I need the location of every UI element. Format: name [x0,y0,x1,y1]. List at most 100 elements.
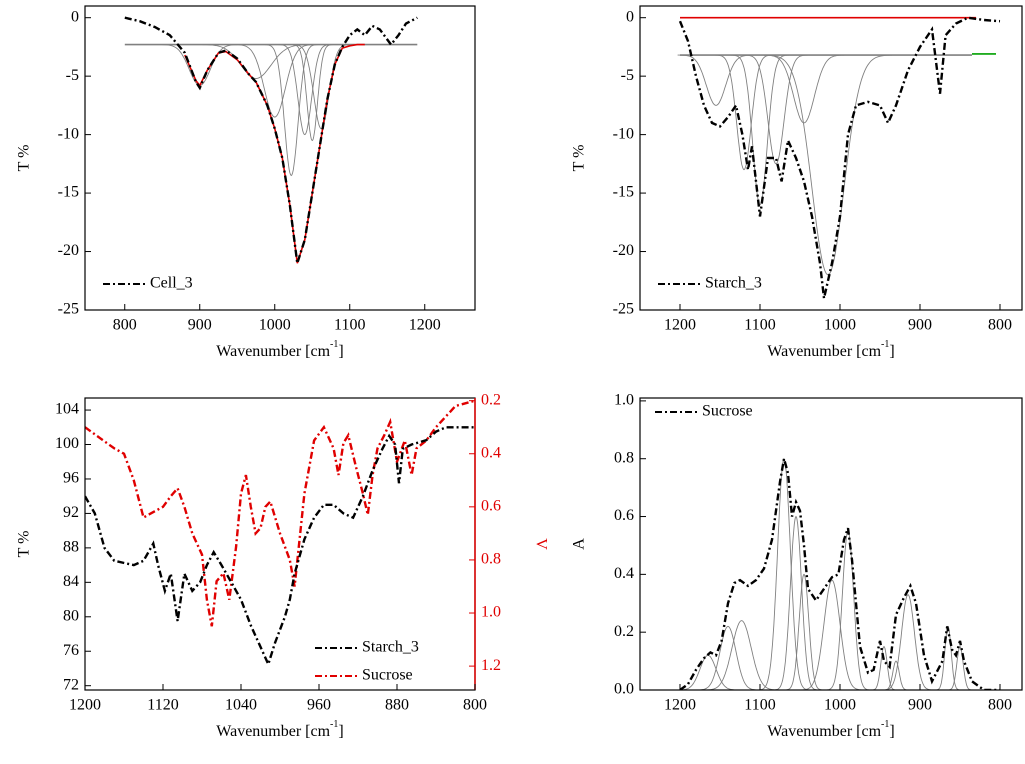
series-line [678,16,1001,299]
component-peak [264,44,319,177]
y-tick-label: 0 [626,8,634,25]
y-tick-label: 84 [63,573,79,590]
x-tick-label: 1200 [664,697,696,714]
plot-frame [84,5,476,311]
y-tick-label: -15 [58,184,79,201]
component-peak [703,620,780,690]
x-tick-label: 800 [463,697,487,714]
plot-area [124,16,418,264]
x-tick-label: 1000 [824,697,856,714]
y-axis-label: T % [16,531,33,558]
y2-axis-label: V [532,538,549,550]
x-tick-label: 1120 [147,697,178,714]
x-axis-label-sup: -1 [330,719,338,730]
component-peak [762,54,846,124]
x-axis-label: Wavenumber [cm-1] [767,719,894,739]
y-tick-label: 80 [63,607,79,624]
y2-tick-label: 0.6 [481,498,501,515]
panel: 1200 1100 1000 900 800 0.0 0.2 0.4 0.6 0.8 1.0 Wave… [571,392,1023,740]
panel: 1200 1120 1040 960 880 800 72 76 80 84 88 92 96 100 10… [16,391,550,739]
legend-label: Sucrose [702,403,753,420]
component-peak [232,44,317,118]
legend-label: Starch_3 [705,275,762,292]
y2-tick-label: 0.2 [481,391,501,408]
panel: 1200 1100 1000 900 800 0 -5 -10 -15 -20 -25 Wavenum… [571,5,1023,360]
x-axis-label-part: Wavenumber [cm [767,343,881,360]
legend-label: Cell_3 [150,275,193,292]
x-tick-label: 1040 [225,697,257,714]
y-tick-label: 0.0 [614,681,634,698]
x-tick-label: 1100 [334,317,365,334]
x-axis-label-sup: -1 [881,719,889,730]
y2-tick-label: 0.8 [481,551,501,568]
series-line [85,399,475,627]
y-tick-label: 96 [63,470,79,487]
x-tick-label: 800 [988,697,1012,714]
plot-area [676,457,1000,690]
x-tick-label: 1100 [744,317,775,334]
x-tick-label: 800 [988,317,1012,334]
component-peak [882,594,934,690]
x-tick-label: 1000 [259,317,291,334]
y-tick-label: 0.4 [614,565,634,582]
component-peak [696,625,760,690]
component-peak [825,530,871,690]
x-tick-label: 880 [385,697,409,714]
series-line [679,458,1000,690]
y-tick-label: 76 [63,642,79,659]
y-tick-label: -25 [613,301,634,318]
y-tick-label: -10 [58,125,79,142]
component-peak [743,54,809,165]
x-tick-label: 900 [908,317,932,334]
y-tick-label: -10 [613,125,634,142]
x-axis-label-part: ] [889,343,894,360]
y-tick-label: -25 [58,301,79,318]
component-peak [773,515,819,690]
x-tick-label: 1200 [69,697,101,714]
y-tick-label: 0.2 [614,623,634,640]
component-peak [291,44,352,130]
y-tick-label: -5 [621,67,634,84]
y-tick-label: -20 [613,242,634,259]
legend-label: Starch_3 [362,639,419,656]
x-axis-label-part: Wavenumber [cm [767,723,881,740]
y2-tick-label: 1.2 [481,657,501,674]
panel: 800 900 1000 1100 1200 0 -5 -10 -15 -20 -25 Wavenum… [16,5,476,360]
component-peak [157,44,242,86]
legend-label: Sucrose [362,667,413,684]
component-peak [758,457,810,690]
x-tick-label: 900 [908,697,932,714]
y-tick-label: -5 [66,67,79,84]
x-axis-label-part: Wavenumber [cm [216,723,330,740]
x-axis-label-sup: -1 [330,339,338,350]
y-tick-label: 100 [55,435,79,452]
component-peak [799,579,865,690]
x-tick-label: 800 [113,317,137,334]
component-peak [676,654,740,690]
y-axis-label: A [571,538,588,550]
y-axis-label: T % [571,145,588,172]
plot-frame [639,397,1023,691]
series-line [184,43,365,264]
y-tick-label: -15 [613,184,634,201]
component-peak [871,646,897,690]
x-axis-label: Wavenumber [cm-1] [767,339,894,359]
component-peak [764,54,892,276]
y-tick-label: 88 [63,539,79,556]
component-peak [677,54,755,106]
x-tick-label: 1200 [409,317,441,334]
x-axis-label-part: ] [338,723,343,740]
component-peak [291,44,334,142]
y-tick-label: 92 [63,504,79,521]
x-axis-label: Wavenumber [cm-1] [216,339,343,359]
y-tick-label: 0 [71,8,79,25]
x-axis-label-part: ] [889,723,894,740]
x-tick-label: 1200 [664,317,696,334]
y-tick-label: -20 [58,242,79,259]
component-peak [715,54,773,171]
x-tick-label: 1100 [744,697,775,714]
y-tick-label: 0.8 [614,449,634,466]
y-tick-label: 1.0 [614,392,634,409]
series-line [124,16,418,264]
